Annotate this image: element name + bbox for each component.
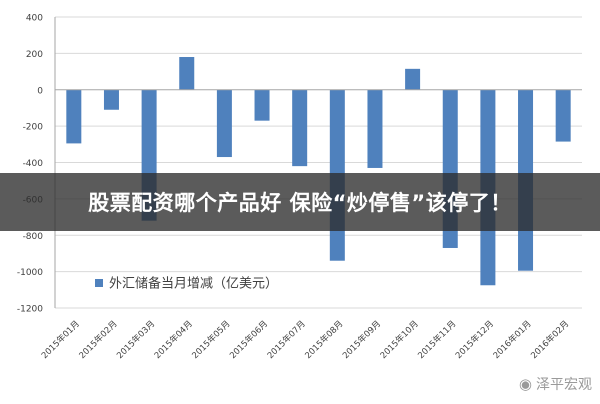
- bar: [555, 89, 571, 142]
- y-tick-label: -1200: [17, 305, 43, 315]
- bar: [216, 89, 232, 158]
- x-tick-label: 2015年02月: [77, 318, 120, 361]
- x-tick-label: 2015年05月: [190, 318, 233, 361]
- headline-banner: 股票配资哪个产品好 保险“炒停售”该停了！: [0, 173, 600, 231]
- bar: [254, 89, 270, 121]
- x-tick-label: 2015年06月: [227, 318, 270, 361]
- y-tick-label: -1000: [17, 268, 43, 278]
- y-tick-label: 200: [26, 50, 43, 60]
- x-tick-label: 2015年03月: [114, 318, 157, 361]
- wechat-icon: ◉: [518, 375, 532, 393]
- y-tick-label: 400: [26, 14, 43, 24]
- x-tick-label: 2016年01月: [491, 318, 534, 361]
- y-tick-label: -200: [23, 123, 44, 133]
- y-tick-label: 0: [37, 86, 43, 96]
- watermark-text: 泽平宏观: [536, 377, 592, 393]
- bar: [66, 89, 82, 144]
- x-tick-label: 2016年02月: [529, 318, 572, 361]
- y-tick-label: -800: [23, 232, 44, 242]
- bar: [292, 89, 308, 167]
- y-tick-label: -400: [23, 159, 44, 169]
- bar: [179, 57, 195, 90]
- x-tick-label: 2015年11月: [416, 318, 459, 361]
- bar: [405, 68, 421, 90]
- bar: [103, 89, 119, 110]
- x-tick-label: 2015年07月: [265, 318, 308, 361]
- x-tick-label: 2015年10月: [378, 318, 421, 361]
- x-tick-label: 2015年09月: [340, 318, 383, 361]
- bar: [367, 89, 383, 168]
- x-tick-label: 2015年08月: [303, 318, 346, 361]
- x-tick-label: 2015年01月: [39, 318, 82, 361]
- watermark: ◉ 泽平宏观: [519, 374, 592, 394]
- x-tick-label: 2015年12月: [453, 318, 496, 361]
- legend-label: 外汇储备当月增减（亿美元）: [109, 276, 278, 292]
- x-tick-label: 2015年04月: [152, 318, 195, 361]
- headline-title: 股票配资哪个产品好 保险“炒停售”该停了！: [88, 191, 512, 215]
- legend-swatch: [95, 279, 103, 287]
